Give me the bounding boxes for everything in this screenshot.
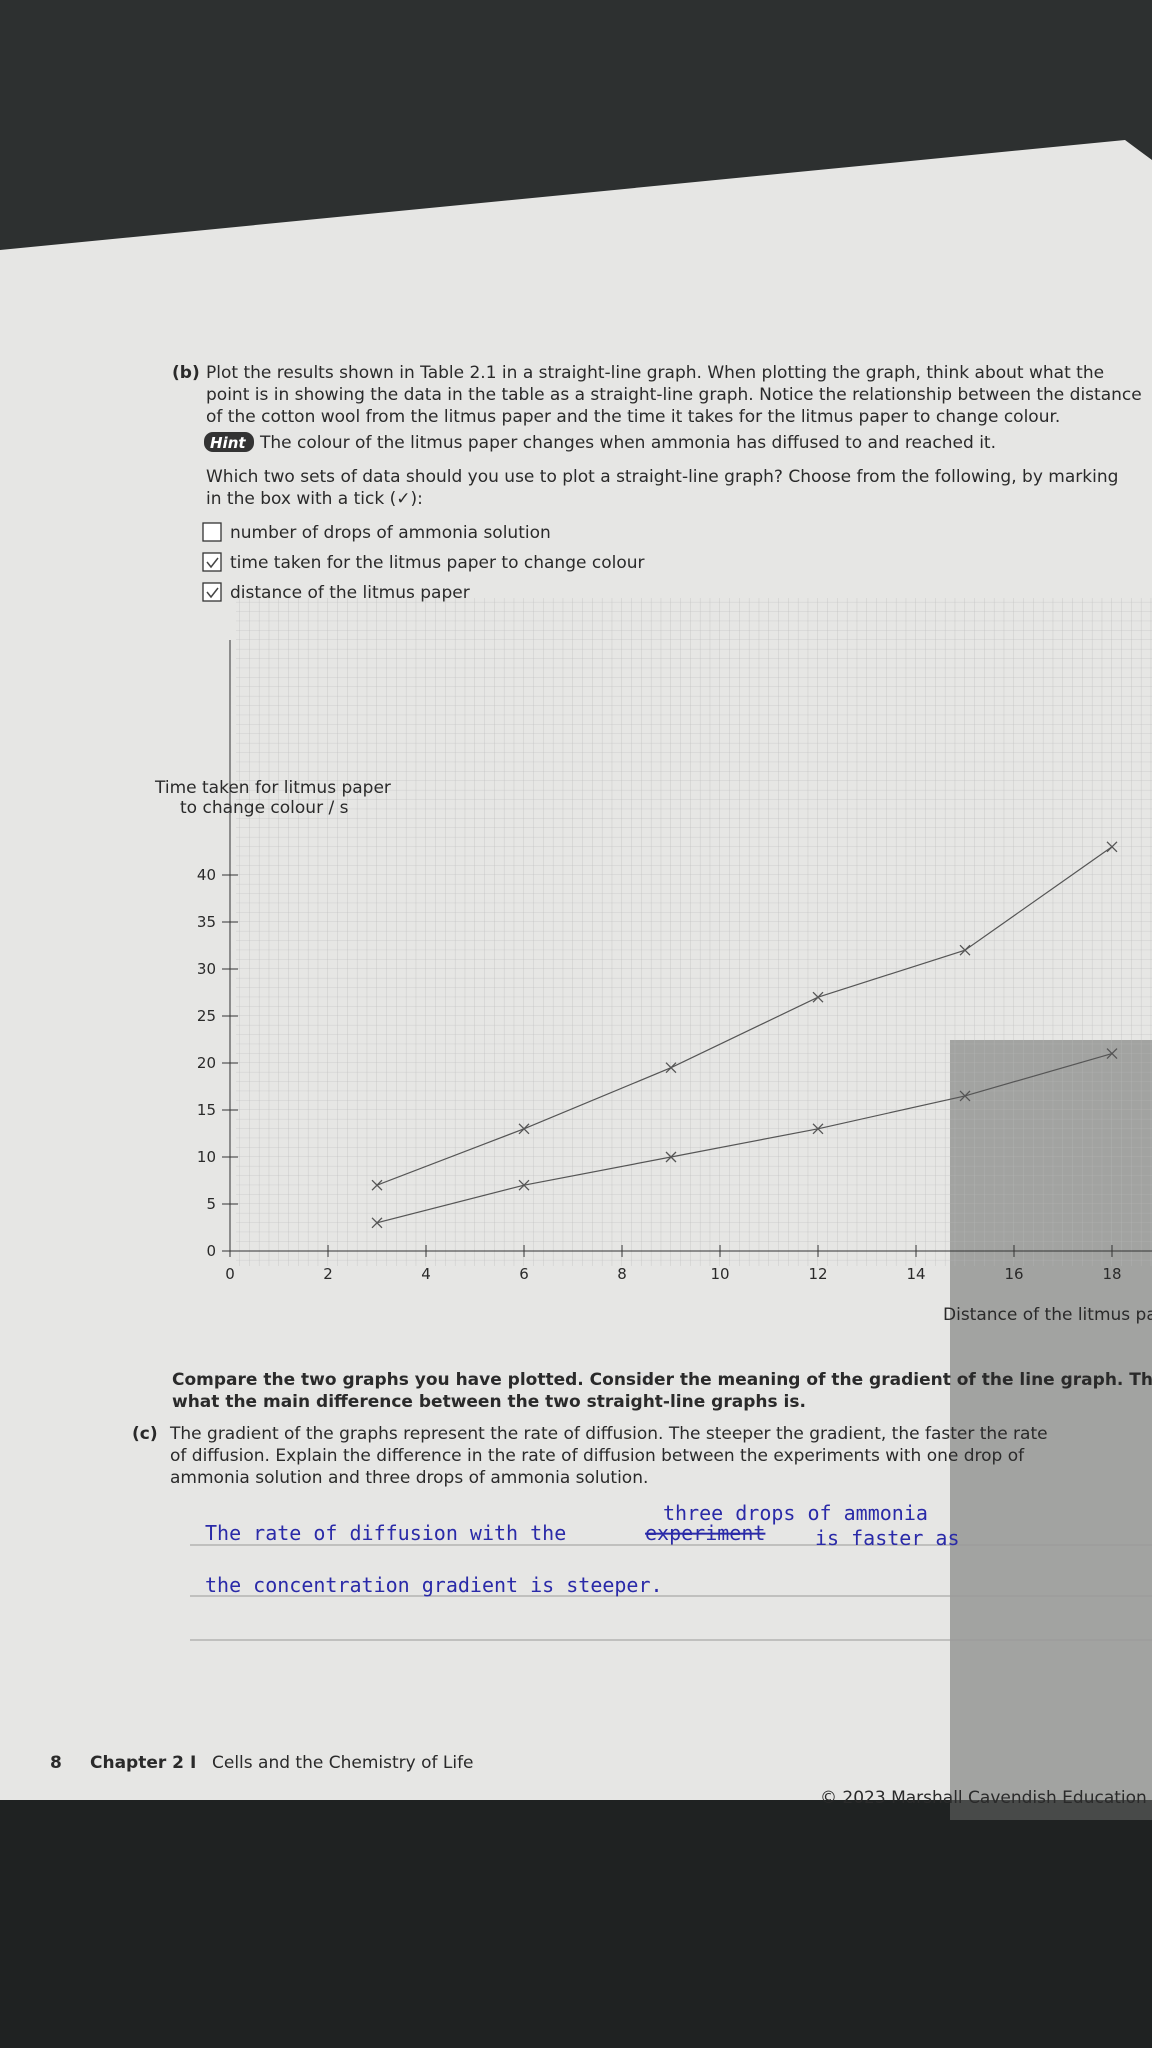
hint-badge xyxy=(204,432,254,452)
y-tick-label: 25 xyxy=(197,1007,216,1025)
handwriting: the concentration gradient is steeper. xyxy=(205,1573,663,1597)
y-tick-label: 30 xyxy=(197,960,216,978)
tick xyxy=(206,587,219,599)
data-cross xyxy=(371,1217,383,1229)
y-axis-label: Time taken for litmus paper xyxy=(154,778,391,798)
checkbox xyxy=(202,582,222,602)
checkbox xyxy=(202,552,222,572)
x-tick-label: 14 xyxy=(906,1265,925,1283)
y-tick-label: 0 xyxy=(206,1242,216,1260)
chapter: Chapter 2 xyxy=(90,1753,184,1773)
separator: I xyxy=(190,1753,196,1773)
data-cross xyxy=(812,1123,824,1135)
hint-tag: Hint xyxy=(210,434,246,452)
data-cross xyxy=(518,1123,530,1135)
page-number: 8 xyxy=(50,1753,62,1773)
question-text: of the cotton wool from the litmus paper… xyxy=(206,407,1060,427)
compare-text: Compare the two graphs you have plotted.… xyxy=(172,1370,1152,1390)
prompt-text: in the box with a tick (✓): xyxy=(206,489,423,509)
x-tick-label: 10 xyxy=(710,1265,729,1283)
data-cross xyxy=(812,991,824,1003)
question-text: of diffusion. Explain the difference in … xyxy=(170,1446,1025,1466)
question-text: Plot the results shown in Table 2.1 in a… xyxy=(206,363,1104,383)
data-cross xyxy=(1106,1048,1118,1060)
question-label: (c) xyxy=(132,1424,158,1444)
y-tick-label: 5 xyxy=(206,1195,216,1213)
question-label: (b) xyxy=(172,363,200,383)
option-text: distance of the litmus paper xyxy=(230,583,470,603)
x-tick-label: 18 xyxy=(1102,1265,1121,1283)
data-cross xyxy=(665,1062,677,1074)
hint-text: The colour of the litmus paper changes w… xyxy=(259,433,996,453)
data-cross xyxy=(518,1179,530,1191)
x-tick-label: 8 xyxy=(617,1265,627,1283)
y-tick-label: 15 xyxy=(197,1101,216,1119)
question-text: The gradient of the graphs represent the… xyxy=(169,1424,1048,1444)
x-tick-label: 16 xyxy=(1004,1265,1023,1283)
y-tick-label: 10 xyxy=(197,1148,216,1166)
checkbox xyxy=(202,522,222,542)
x-tick-label: 0 xyxy=(225,1265,235,1283)
option-text: time taken for the litmus paper to chang… xyxy=(230,553,644,573)
handwriting: three drops of ammonia xyxy=(663,1501,928,1525)
y-tick-label: 40 xyxy=(197,866,216,884)
x-tick-label: 2 xyxy=(323,1265,333,1283)
chapter-title: Cells and the Chemistry of Life xyxy=(212,1753,474,1773)
data-cross xyxy=(1106,841,1118,853)
data-cross xyxy=(959,944,971,956)
copyright: © 2023 Marshall Cavendish Education P xyxy=(820,1788,1152,1808)
y-tick-label: 20 xyxy=(197,1054,216,1072)
table-surface xyxy=(0,1800,1152,2048)
y-axis-label: to change colour / s xyxy=(180,798,349,818)
y-tick-label: 35 xyxy=(197,913,216,931)
data-cross xyxy=(665,1151,677,1163)
handwriting: The rate of diffusion with the xyxy=(205,1521,566,1545)
x-tick-label: 4 xyxy=(421,1265,431,1283)
x-tick-label: 12 xyxy=(808,1265,827,1283)
series-line xyxy=(376,846,1113,1186)
option-text: number of drops of ammonia solution xyxy=(230,523,551,543)
x-tick-label: 6 xyxy=(519,1265,529,1283)
data-cross xyxy=(959,1090,971,1102)
compare-text: what the main difference between the two… xyxy=(172,1392,806,1412)
graph-paper xyxy=(236,598,1152,1266)
series-line xyxy=(376,1053,1113,1224)
x-axis-label: Distance of the litmus pape xyxy=(943,1305,1152,1325)
question-text: ammonia solution and three drops of ammo… xyxy=(170,1468,648,1488)
question-text: point is in showing the data in the tabl… xyxy=(206,385,1142,405)
tick xyxy=(206,557,219,569)
handwriting: experiment xyxy=(645,1521,765,1545)
data-cross xyxy=(371,1179,383,1191)
handwriting: is faster as xyxy=(815,1526,960,1550)
prompt-text: Which two sets of data should you use to… xyxy=(206,467,1118,487)
